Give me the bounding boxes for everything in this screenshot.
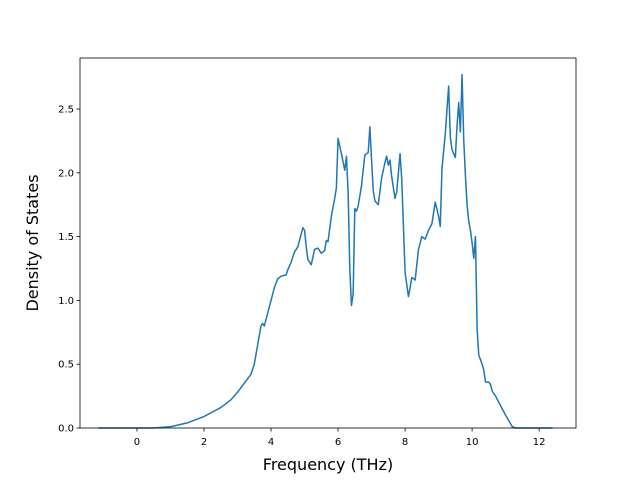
y-axis-ticks: 0.0 0.5 1.0 1.5 2.0 2.5 bbox=[58, 105, 80, 435]
x-tick-label: 6 bbox=[335, 437, 341, 448]
x-tick-label: 0 bbox=[134, 437, 140, 448]
x-axis-label: Frequency (THz) bbox=[263, 455, 393, 474]
plot-background bbox=[80, 58, 576, 428]
x-tick-label: 2 bbox=[201, 437, 207, 448]
series-line bbox=[98, 73, 553, 429]
plot-frame bbox=[79, 57, 577, 429]
y-tick-label: 0.5 bbox=[58, 360, 74, 371]
x-tick-label: 8 bbox=[402, 437, 408, 448]
y-axis-label: Density of States bbox=[23, 174, 42, 311]
x-axis-ticks: 0 2 4 6 8 10 12 bbox=[134, 428, 546, 448]
y-tick-label: 2.5 bbox=[58, 105, 74, 116]
y-tick-label: 1.5 bbox=[58, 232, 74, 243]
y-tick-label: 2.0 bbox=[58, 168, 74, 179]
x-tick-label: 4 bbox=[268, 437, 274, 448]
x-tick-label: 10 bbox=[466, 437, 479, 448]
y-tick-label: 0.0 bbox=[58, 424, 74, 435]
y-tick-label: 1.0 bbox=[58, 296, 74, 307]
x-tick-label: 12 bbox=[533, 437, 546, 448]
